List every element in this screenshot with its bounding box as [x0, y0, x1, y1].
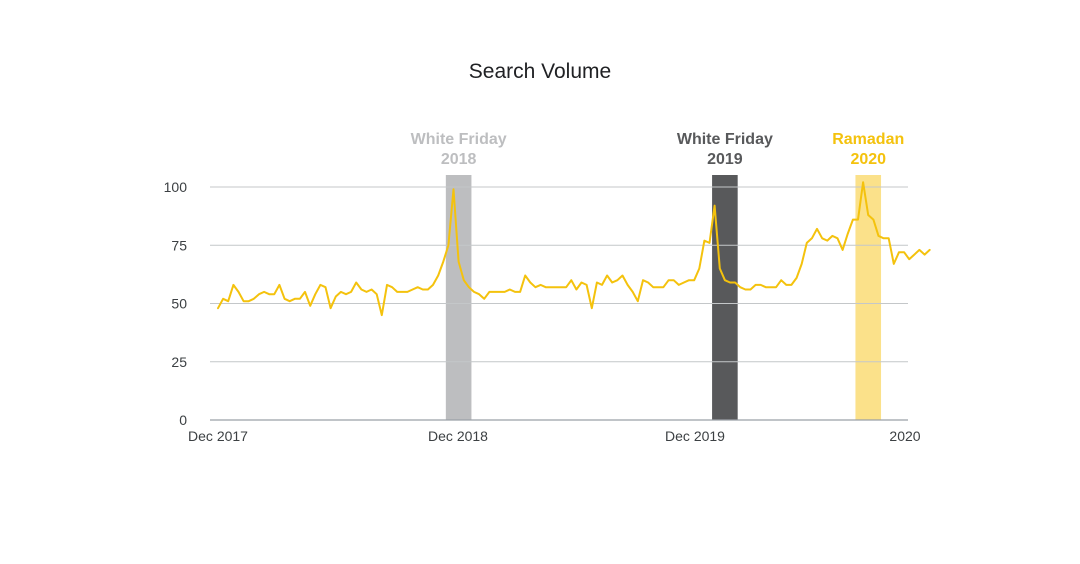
- band-label-line2-1: 2019: [707, 151, 743, 168]
- y-tick-label: 100: [164, 179, 188, 195]
- y-tick-label: 25: [171, 354, 187, 370]
- band-labels: White Friday 2018 White Friday 2019 Ramadan 2…: [411, 131, 905, 168]
- band-label-line2-2: 2020: [850, 151, 886, 168]
- x-tick-label: Dec 2019: [665, 428, 725, 444]
- series-line-0: [217, 181, 931, 317]
- y-tick-label: 50: [171, 296, 187, 312]
- band-label-line1-2: Ramadan: [832, 131, 904, 148]
- band-label-line1-0: White Friday: [411, 131, 507, 148]
- y-tick-labels: 0 25 50 75 100: [164, 179, 188, 428]
- x-tick-label: 2020: [889, 428, 920, 444]
- highlight-band-0: [445, 175, 472, 420]
- x-tick-labels: Dec 2017 Dec 2018 Dec 2019 2020: [188, 428, 921, 444]
- x-tick-label: Dec 2018: [428, 428, 488, 444]
- band-label-line1-1: White Friday: [677, 131, 773, 148]
- y-tick-label: 0: [179, 412, 187, 428]
- x-tick-label: Dec 2017: [188, 428, 248, 444]
- highlight-bands: [445, 175, 882, 420]
- chart-title: Search Volume: [468, 60, 612, 83]
- series-lines: [217, 181, 931, 317]
- y-tick-label: 75: [171, 237, 187, 253]
- band-label-line2-0: 2018: [441, 151, 477, 168]
- gridlines: [210, 186, 908, 421]
